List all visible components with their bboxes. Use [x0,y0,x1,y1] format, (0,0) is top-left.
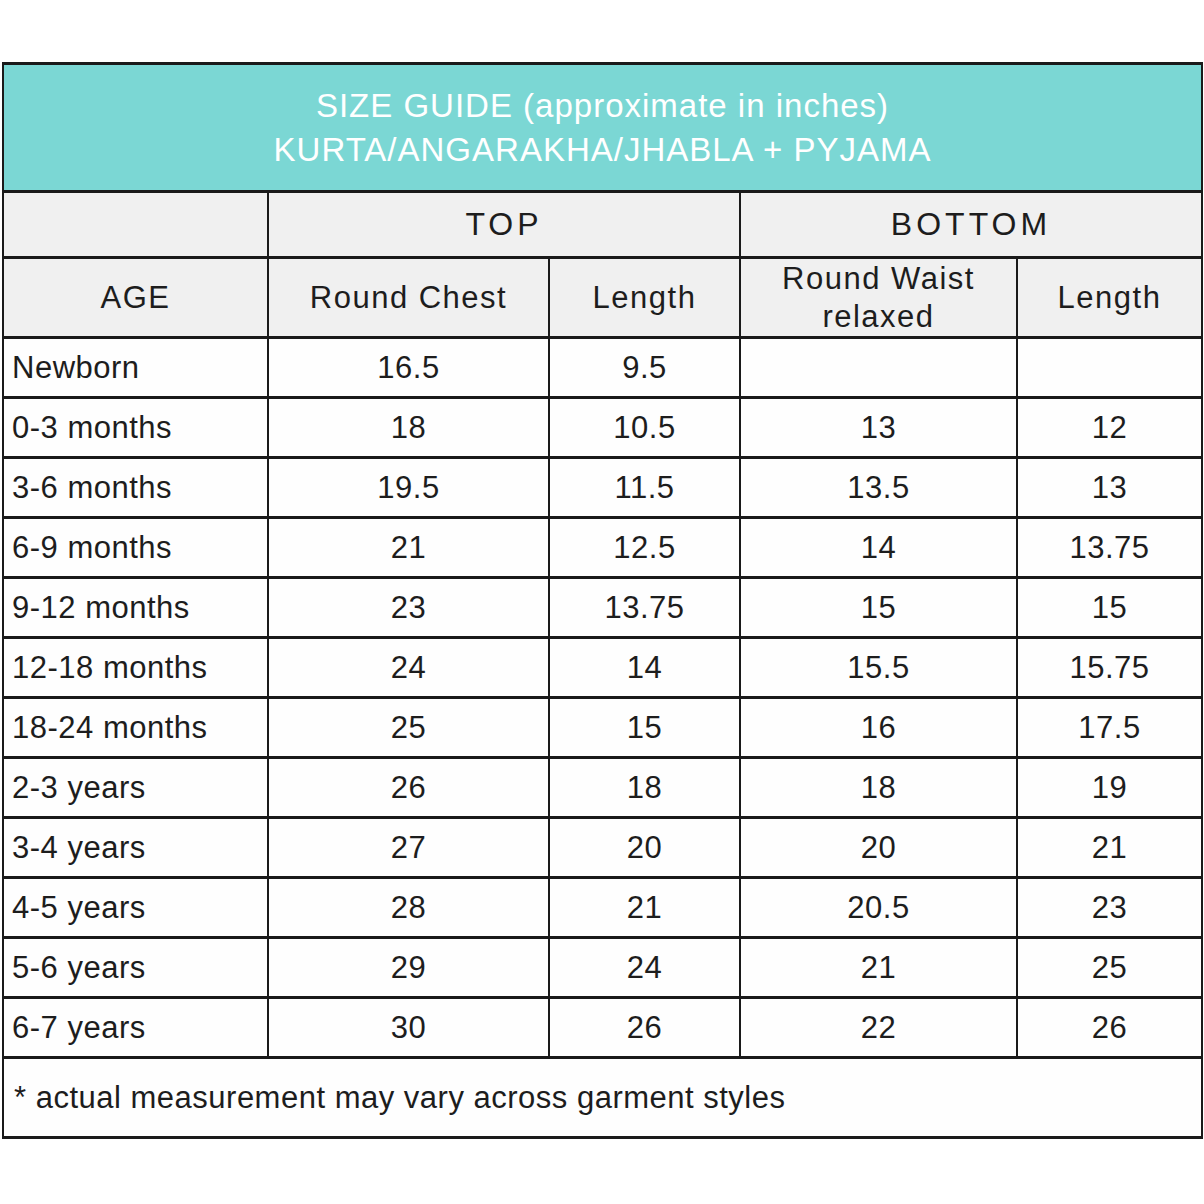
round-waist-cell: 13.5 [740,458,1017,518]
age-cell: 12-18 months [3,638,268,698]
age-cell: 3-6 months [3,458,268,518]
table-subtitle: KURTA/ANGARAKHA/JHABLA + PYJAMA [5,128,1200,172]
round-waist-cell: 21 [740,938,1017,998]
bottom-length-cell: 26 [1017,998,1202,1058]
age-cell: Newborn [3,338,268,398]
table-row: 5-6 years 29 24 21 25 [3,938,1202,998]
size-guide-table: SIZE GUIDE (approximate in inches) KURTA… [2,62,1203,1139]
group-header-top: TOP [268,192,740,258]
round-waist-cell: 16 [740,698,1017,758]
round-chest-cell: 29 [268,938,549,998]
table-row: 2-3 years 26 18 18 19 [3,758,1202,818]
bottom-length-cell: 19 [1017,758,1202,818]
bottom-length-cell [1017,338,1202,398]
round-chest-cell: 30 [268,998,549,1058]
round-chest-cell: 24 [268,638,549,698]
top-length-cell: 11.5 [549,458,740,518]
column-group-row: TOP BOTTOM [3,192,1202,258]
age-cell: 3-4 years [3,818,268,878]
top-length-cell: 18 [549,758,740,818]
column-header-round-chest: Round Chest [268,258,549,338]
table-row: 12-18 months 24 14 15.5 15.75 [3,638,1202,698]
table-row: 4-5 years 28 21 20.5 23 [3,878,1202,938]
table-row: Newborn 16.5 9.5 [3,338,1202,398]
round-chest-cell: 21 [268,518,549,578]
footnote-row: * actual measurement may vary across gar… [3,1058,1202,1138]
group-header-empty [3,192,268,258]
top-length-cell: 13.75 [549,578,740,638]
round-chest-cell: 27 [268,818,549,878]
group-header-bottom: BOTTOM [740,192,1202,258]
bottom-length-cell: 15.75 [1017,638,1202,698]
column-header-row: AGE Round Chest Length Round Waist relax… [3,258,1202,338]
column-header-round-waist: Round Waist relaxed [740,258,1017,338]
age-cell: 6-7 years [3,998,268,1058]
round-chest-cell: 25 [268,698,549,758]
round-chest-cell: 19.5 [268,458,549,518]
round-waist-cell: 15 [740,578,1017,638]
top-length-cell: 15 [549,698,740,758]
top-length-cell: 26 [549,998,740,1058]
bottom-length-cell: 25 [1017,938,1202,998]
age-cell: 0-3 months [3,398,268,458]
column-header-age: AGE [3,258,268,338]
table-row: 3-4 years 27 20 20 21 [3,818,1202,878]
footnote: * actual measurement may vary across gar… [3,1058,1202,1138]
age-cell: 5-6 years [3,938,268,998]
table-row: 9-12 months 23 13.75 15 15 [3,578,1202,638]
top-length-cell: 14 [549,638,740,698]
round-waist-cell: 13 [740,398,1017,458]
table-title-band: SIZE GUIDE (approximate in inches) KURTA… [3,64,1202,192]
top-length-cell: 21 [549,878,740,938]
column-header-top-length: Length [549,258,740,338]
age-cell: 18-24 months [3,698,268,758]
table-title: SIZE GUIDE (approximate in inches) [5,84,1200,128]
bottom-length-cell: 17.5 [1017,698,1202,758]
round-waist-cell [740,338,1017,398]
round-chest-cell: 16.5 [268,338,549,398]
bottom-length-cell: 23 [1017,878,1202,938]
top-length-cell: 12.5 [549,518,740,578]
bottom-length-cell: 13 [1017,458,1202,518]
age-cell: 6-9 months [3,518,268,578]
bottom-length-cell: 15 [1017,578,1202,638]
bottom-length-cell: 21 [1017,818,1202,878]
column-header-bottom-length: Length [1017,258,1202,338]
bottom-length-cell: 12 [1017,398,1202,458]
round-waist-cell: 20 [740,818,1017,878]
top-length-cell: 10.5 [549,398,740,458]
age-cell: 4-5 years [3,878,268,938]
round-waist-cell: 22 [740,998,1017,1058]
round-waist-cell: 20.5 [740,878,1017,938]
round-chest-cell: 23 [268,578,549,638]
top-length-cell: 24 [549,938,740,998]
round-chest-cell: 28 [268,878,549,938]
table-row: 3-6 months 19.5 11.5 13.5 13 [3,458,1202,518]
round-waist-cell: 18 [740,758,1017,818]
round-chest-cell: 18 [268,398,549,458]
age-cell: 2-3 years [3,758,268,818]
table-row: 6-9 months 21 12.5 14 13.75 [3,518,1202,578]
round-chest-cell: 26 [268,758,549,818]
round-waist-cell: 15.5 [740,638,1017,698]
top-length-cell: 20 [549,818,740,878]
size-guide-page: SIZE GUIDE (approximate in inches) KURTA… [0,0,1204,1204]
table-row: 18-24 months 25 15 16 17.5 [3,698,1202,758]
round-waist-cell: 14 [740,518,1017,578]
title-row: SIZE GUIDE (approximate in inches) KURTA… [3,64,1202,192]
table-row: 6-7 years 30 26 22 26 [3,998,1202,1058]
table-row: 0-3 months 18 10.5 13 12 [3,398,1202,458]
bottom-length-cell: 13.75 [1017,518,1202,578]
age-cell: 9-12 months [3,578,268,638]
top-length-cell: 9.5 [549,338,740,398]
